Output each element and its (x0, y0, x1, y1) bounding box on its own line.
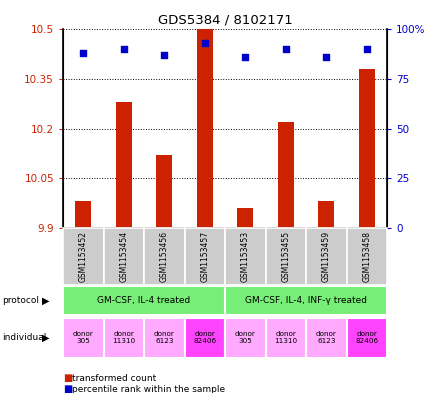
Bar (346, 318, 386, 358)
Point (282, 46, 289, 52)
Text: donor
11310: donor 11310 (112, 331, 135, 345)
Bar (63, 318, 103, 358)
Bar (115, 102, 132, 228)
Bar (265, 228, 306, 285)
Text: GM-CSF, IL-4, INF-γ treated: GM-CSF, IL-4, INF-γ treated (245, 296, 366, 305)
Text: GSM1153454: GSM1153454 (119, 231, 128, 282)
Point (362, 46, 369, 52)
Bar (358, 69, 374, 228)
Bar (306, 318, 346, 358)
Bar (196, 29, 213, 228)
Text: GSM1153459: GSM1153459 (321, 231, 330, 282)
Bar (237, 208, 253, 228)
Text: donor
305: donor 305 (73, 331, 94, 345)
Text: protocol: protocol (2, 296, 39, 305)
Text: donor
11310: donor 11310 (274, 331, 297, 345)
Bar (306, 228, 346, 285)
Text: transformed count: transformed count (72, 374, 156, 382)
Text: GSM1153452: GSM1153452 (79, 231, 88, 282)
Bar (184, 228, 225, 285)
Bar (318, 202, 334, 228)
Point (241, 54, 248, 61)
Point (80, 50, 87, 57)
Bar (184, 318, 225, 358)
Text: GSM1153457: GSM1153457 (200, 231, 209, 282)
Text: donor
6123: donor 6123 (154, 331, 174, 345)
Text: ▶: ▶ (42, 296, 49, 306)
Bar (225, 318, 265, 358)
Bar (75, 202, 91, 228)
Text: percentile rank within the sample: percentile rank within the sample (72, 385, 224, 393)
Bar (265, 318, 306, 358)
Bar (156, 155, 172, 228)
Bar (277, 122, 293, 228)
Text: ■: ■ (62, 384, 72, 393)
Text: donor
82406: donor 82406 (355, 331, 378, 345)
Text: GSM1153456: GSM1153456 (159, 231, 168, 282)
Bar (346, 228, 386, 285)
Title: GDS5384 / 8102171: GDS5384 / 8102171 (158, 14, 292, 27)
Bar (103, 228, 144, 285)
Point (322, 54, 329, 61)
Bar (144, 228, 184, 285)
Text: ■: ■ (62, 373, 72, 383)
Point (201, 40, 208, 46)
Text: donor
6123: donor 6123 (315, 331, 336, 345)
Bar (225, 228, 265, 285)
Text: ▶: ▶ (42, 333, 49, 343)
Text: GSM1153458: GSM1153458 (362, 231, 371, 282)
Bar (103, 318, 144, 358)
Bar (63, 286, 225, 315)
Text: GSM1153453: GSM1153453 (240, 231, 249, 282)
Text: GM-CSF, IL-4 treated: GM-CSF, IL-4 treated (97, 296, 190, 305)
Bar (144, 318, 184, 358)
Point (120, 46, 127, 52)
Text: donor
82406: donor 82406 (193, 331, 216, 345)
Text: individual: individual (2, 334, 46, 342)
Bar (63, 228, 103, 285)
Text: GSM1153455: GSM1153455 (281, 231, 290, 282)
Text: donor
305: donor 305 (234, 331, 255, 345)
Bar (225, 286, 386, 315)
Point (161, 52, 168, 59)
